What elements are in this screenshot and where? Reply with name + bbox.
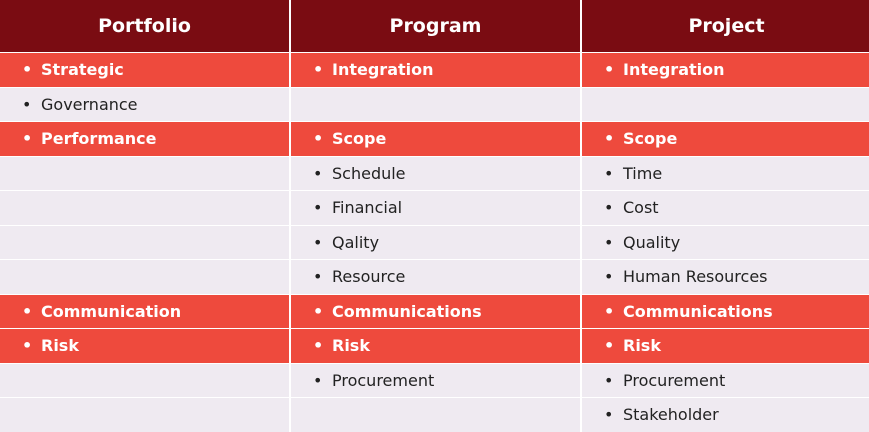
table-cell bbox=[0, 363, 289, 397]
table-cell bbox=[0, 260, 289, 294]
table-cell bbox=[582, 87, 869, 121]
table-cell: • Procurement bbox=[291, 363, 580, 397]
cell-text: Performance bbox=[41, 129, 157, 148]
table-cell: • Risk bbox=[0, 329, 289, 363]
table-cell: • Integration bbox=[291, 53, 580, 87]
table-cell: • Quality bbox=[582, 225, 869, 259]
table-cell bbox=[0, 191, 289, 225]
cell-text: Strategic bbox=[41, 60, 124, 79]
table-cell: • Risk bbox=[582, 329, 869, 363]
table-cell: • Governance bbox=[0, 87, 289, 121]
table-cell bbox=[0, 156, 289, 190]
table-cell: • Scope bbox=[291, 122, 580, 156]
cell-text: Financial bbox=[332, 198, 403, 217]
bullet: • bbox=[313, 129, 324, 148]
bullet: • bbox=[313, 232, 323, 252]
table-cell bbox=[0, 398, 289, 432]
cell-text: Schedule bbox=[332, 163, 406, 183]
table-cell: • Performance bbox=[0, 122, 289, 156]
cell-text: Communication bbox=[41, 301, 182, 321]
bullet: • bbox=[604, 301, 615, 321]
bullet: • bbox=[313, 370, 323, 390]
bullet: • bbox=[22, 336, 33, 355]
bullet: • bbox=[604, 336, 615, 355]
cell-text: Scope bbox=[332, 129, 387, 148]
bullet: • bbox=[604, 60, 615, 79]
bullet: • bbox=[313, 267, 323, 286]
bullet: • bbox=[604, 129, 615, 148]
bullet: • bbox=[313, 301, 324, 321]
table-cell: • Cost bbox=[582, 191, 869, 225]
table-cell: • Resource bbox=[291, 260, 580, 294]
cell-text: Risk bbox=[41, 336, 79, 355]
bullet: • bbox=[22, 60, 33, 79]
table-cell: • Integration bbox=[582, 53, 869, 87]
bullet: • bbox=[604, 405, 614, 424]
table-cell: • Strategic bbox=[0, 53, 289, 87]
table-cell: • Scope bbox=[582, 122, 869, 156]
bullet: • bbox=[22, 129, 33, 148]
cell-text: Integration bbox=[623, 60, 725, 79]
table-cell bbox=[291, 87, 580, 121]
cell-text: Resource bbox=[332, 267, 406, 286]
header-cell: Portfolio bbox=[0, 0, 289, 52]
cell-text: Scope bbox=[623, 129, 678, 148]
cell-text: Procurement bbox=[332, 370, 435, 390]
bullet: • bbox=[313, 198, 323, 217]
header-cell: Project bbox=[582, 0, 869, 52]
table-cell: • Time bbox=[582, 156, 869, 190]
table-cell: • Human Resources bbox=[582, 260, 869, 294]
bullet: • bbox=[604, 163, 614, 183]
bullet: • bbox=[313, 60, 324, 79]
table-cell: • Stakeholder bbox=[582, 398, 869, 432]
cell-text: Quality bbox=[623, 232, 681, 252]
table-cell bbox=[0, 225, 289, 259]
bullet: • bbox=[604, 267, 614, 286]
bullet: • bbox=[22, 301, 33, 321]
bullet: • bbox=[604, 198, 614, 217]
table-cell: • Communications bbox=[582, 294, 869, 328]
bullet: • bbox=[313, 336, 324, 355]
cell-text: Stakeholder bbox=[623, 405, 719, 424]
cell-text: Time bbox=[623, 163, 663, 183]
table-cell: • Qality bbox=[291, 225, 580, 259]
bullet: • bbox=[604, 232, 614, 252]
cell-text: Cost bbox=[623, 198, 659, 217]
bullet: • bbox=[313, 163, 323, 183]
cell-text: Integration bbox=[332, 60, 434, 79]
bullet: • bbox=[22, 94, 32, 114]
cell-text: Procurement bbox=[623, 370, 726, 390]
bullet: • bbox=[604, 370, 614, 390]
cell-text: Communications bbox=[332, 301, 482, 321]
table-cell bbox=[291, 398, 580, 432]
table-cell: • Risk bbox=[291, 329, 580, 363]
cell-text: Risk bbox=[332, 336, 370, 355]
cell-text: Communications bbox=[623, 301, 773, 321]
header-cell: Program bbox=[291, 0, 580, 52]
cell-text: Qality bbox=[332, 232, 380, 252]
table-cell: • Financial bbox=[291, 191, 580, 225]
table-cell: • Procurement bbox=[582, 363, 869, 397]
table-cell: • Schedule bbox=[291, 156, 580, 190]
cell-text: Governance bbox=[41, 94, 138, 114]
table-cell: • Communications bbox=[291, 294, 580, 328]
cell-text: Human Resources bbox=[623, 267, 768, 286]
table-cell: • Communication bbox=[0, 294, 289, 328]
cell-text: Risk bbox=[623, 336, 661, 355]
